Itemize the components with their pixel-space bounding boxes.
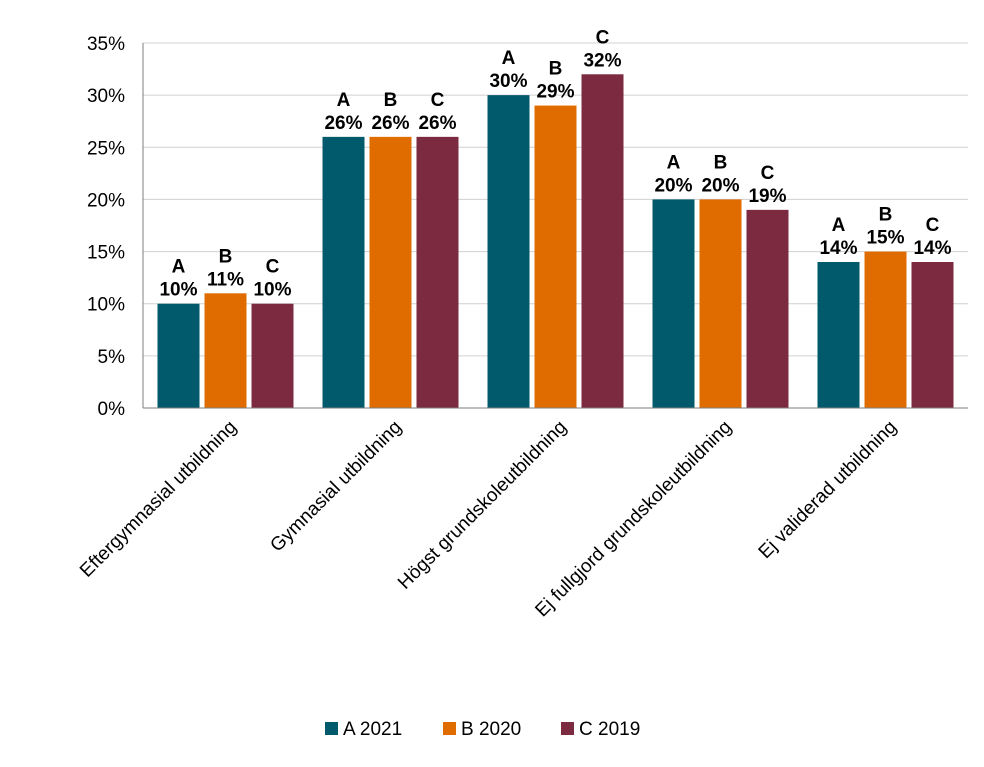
bars [157,74,954,409]
data-label-value: 14% [913,238,951,259]
x-category-label: Eftergymnasial utbildning [76,417,241,582]
data-label-value: 11% [207,269,244,290]
x-category-label: Gymnasial utbildning [266,417,406,557]
x-category-label: Ej fullgjord grundskoleutbildning [531,417,736,622]
y-tick-label: 20% [87,190,125,211]
data-label-series-letter: C [761,163,775,184]
data-label-series-letter: A [337,90,351,111]
legend-swatch [561,722,574,735]
x-category-label: Högst grundskoleutbildning [394,417,571,594]
data-label-value: 10% [159,280,197,301]
data-label-value: 26% [371,113,409,134]
y-tick-label: 25% [87,138,125,159]
bar [581,74,624,409]
y-tick-label: 10% [87,295,125,316]
data-label-value: 26% [324,113,362,134]
data-label-value: 20% [654,175,692,196]
y-tick-label: 30% [87,86,125,107]
data-label-value: 10% [253,280,291,301]
bar [369,136,412,408]
data-label-series-letter: B [714,152,728,173]
data-labels: 10%A11%B10%C26%A26%B26%C30%A29%B 32%C20%A… [159,27,951,300]
data-label-value: 32% [583,50,621,71]
bar [204,293,247,408]
bar [699,199,742,408]
legend-swatch [443,722,456,735]
legend-swatch [325,722,338,735]
bar [487,95,530,409]
bar [817,262,860,408]
data-label-series-letter: C [926,215,940,236]
bar [911,262,954,408]
y-tick-label: 0% [98,399,126,420]
data-label-value: 19% [748,186,786,207]
bar [157,303,200,408]
legend-label: B 2020 [461,719,521,740]
data-label-series-letter: B [879,205,893,226]
data-label-series-letter: A [172,257,186,278]
bar [652,199,695,408]
data-label-value: 29% [536,82,574,103]
data-label-value: 20% [701,175,739,196]
data-label-series-letter: B [549,59,563,80]
y-tick-label: 35% [87,34,125,55]
bar [534,105,577,409]
bar [746,209,789,408]
data-label-value: 15% [866,228,904,249]
x-axis-category-labels: Eftergymnasial utbildning Gymnasial utbil… [76,417,901,622]
data-label-series-letter: C [596,27,610,48]
y-tick-label: 15% [87,243,125,264]
data-label-series-letter: B [219,246,233,267]
legend-label: A 2021 [343,719,402,740]
data-label-series-letter: A [667,152,681,173]
data-label-value: 26% [418,113,456,134]
bar [416,136,459,408]
data-label-series-letter: B [384,90,398,111]
y-axis-tick-labels: 0% 5% 10% 15% 20% 25% 30% 35% [87,34,125,420]
data-label-series-letter: C [431,90,445,111]
data-label-series-letter: A [832,215,846,236]
data-label-value: 30% [489,71,527,92]
axes [142,43,968,409]
data-label-series-letter: C [266,257,280,278]
legend: A 2021 B 2020 C 2019 [325,719,640,740]
legend-label: C 2019 [579,719,640,740]
bar [251,303,294,408]
x-category-label: Ej validerad utbildning [755,417,901,563]
bar [864,251,907,408]
data-label-series-letter: A [502,48,516,69]
bar [322,136,365,408]
data-label-value: 14% [819,238,857,259]
y-tick-label: 5% [98,347,126,368]
